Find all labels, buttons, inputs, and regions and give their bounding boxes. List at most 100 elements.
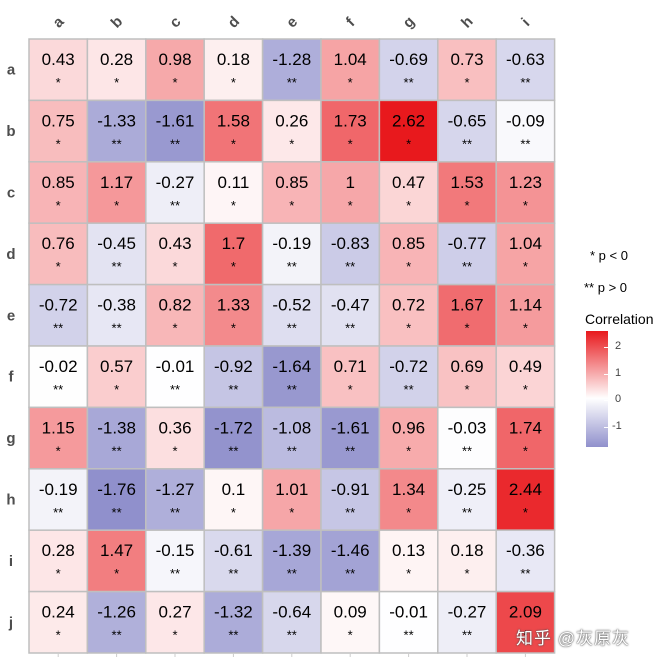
cell-significance-label: * xyxy=(56,566,61,581)
cell-significance-label: ** xyxy=(170,198,180,213)
cell-value-label: -0.09 xyxy=(506,111,545,130)
cell-significance-label: ** xyxy=(462,505,472,520)
cell-significance-label: * xyxy=(231,75,236,90)
cell-value-label: 0.85 xyxy=(42,173,75,192)
cell-significance-label: * xyxy=(406,198,411,213)
cell-value-label: -0.25 xyxy=(448,480,487,499)
cell-value-label: -0.02 xyxy=(39,357,78,376)
heatmap-cell xyxy=(28,38,89,102)
heatmap-cell xyxy=(437,161,497,224)
cell-value-label: -0.19 xyxy=(272,234,311,253)
heatmap-cell xyxy=(203,99,264,163)
cell-value-label: -1.64 xyxy=(272,357,311,376)
cell-value-label: -1.61 xyxy=(156,111,195,130)
cell-value-label: 0.36 xyxy=(158,418,191,437)
cell-value-label: 1.14 xyxy=(509,296,542,315)
cell-significance-label: * xyxy=(289,136,294,151)
cell-value-label: 0.28 xyxy=(100,50,133,69)
heatmap-cell xyxy=(145,283,205,347)
cell-value-label: -0.91 xyxy=(331,480,370,499)
cell-significance-label: * xyxy=(56,75,61,90)
heatmap-cell xyxy=(261,468,322,531)
cell-value-label: 0.18 xyxy=(217,50,250,69)
cell-value-label: 1.73 xyxy=(334,111,367,130)
heatmap-cell xyxy=(495,590,556,654)
heatmap-cell xyxy=(86,161,147,224)
watermark: 知乎 @灰原灰 xyxy=(516,629,630,648)
heatmap-cell xyxy=(28,222,89,286)
heatmap-cell xyxy=(203,283,264,347)
cell-significance-label: ** xyxy=(228,382,238,397)
cell-significance-label: * xyxy=(464,75,469,90)
cell-significance-label: * xyxy=(523,443,528,458)
heatmap-cell xyxy=(320,406,381,470)
colorbar-tick-label: 1 xyxy=(615,366,622,379)
heatmap-cell xyxy=(378,161,439,224)
legend-note-single-star: * p < 0 xyxy=(590,248,628,263)
cell-significance-label: * xyxy=(114,75,119,90)
heatmap-cell xyxy=(28,468,89,531)
cell-significance-label: ** xyxy=(520,566,530,581)
cell-significance-label: * xyxy=(114,566,119,581)
cell-significance-label: ** xyxy=(345,321,355,336)
cell-value-label: -0.64 xyxy=(272,603,311,622)
cell-significance-label: * xyxy=(231,136,236,151)
row-tick-label: f xyxy=(9,369,15,386)
cell-value-label: -0.72 xyxy=(39,296,78,315)
heatmap-cell xyxy=(145,529,205,593)
heatmap-cell xyxy=(437,283,497,347)
cell-value-label: 0.09 xyxy=(334,603,367,622)
cell-significance-label: * xyxy=(406,566,411,581)
cell-value-label: 1.74 xyxy=(509,418,542,437)
cell-significance-label: ** xyxy=(228,566,238,581)
cell-significance-label: ** xyxy=(462,136,472,151)
cell-value-label: -1.61 xyxy=(331,418,370,437)
cell-significance-label: ** xyxy=(53,505,63,520)
cell-value-label: -0.38 xyxy=(97,296,136,315)
column-tick-label: h xyxy=(458,13,477,32)
cell-value-label: 0.75 xyxy=(42,111,75,130)
heatmap-cell xyxy=(28,590,89,654)
heatmap-cell xyxy=(203,38,264,102)
cell-value-label: 0.71 xyxy=(334,357,367,376)
cell-value-label: 0.69 xyxy=(450,357,483,376)
colorbar xyxy=(586,331,608,447)
heatmap-cell xyxy=(320,283,381,347)
cell-significance-label: * xyxy=(289,505,294,520)
cell-value-label: 0.28 xyxy=(42,541,75,560)
cell-significance-label: * xyxy=(464,198,469,213)
column-tick-label: i xyxy=(518,15,533,30)
cell-value-label: -0.65 xyxy=(448,111,487,130)
cell-significance-label: * xyxy=(406,321,411,336)
column-tick-label: c xyxy=(166,13,184,31)
cell-significance-label: * xyxy=(523,505,528,520)
cell-value-label: -0.03 xyxy=(448,418,487,437)
colorbar-tick-mark xyxy=(604,426,608,428)
heatmap-cell xyxy=(203,468,264,531)
heatmap-cell xyxy=(86,222,147,286)
heatmap-cell xyxy=(261,406,322,470)
cell-value-label: 1.7 xyxy=(222,234,246,253)
cell-value-label: -1.72 xyxy=(214,418,253,437)
cell-value-label: 1.47 xyxy=(100,541,133,560)
cell-significance-label: * xyxy=(56,136,61,151)
heatmap-cell xyxy=(378,283,439,347)
heatmap-cell xyxy=(495,406,556,470)
row-tick-label: e xyxy=(7,307,15,324)
heatmap-cell xyxy=(203,590,264,654)
heatmap-cell xyxy=(495,99,556,163)
cell-significance-label: * xyxy=(56,259,61,274)
cell-significance-label: ** xyxy=(345,443,355,458)
cell-value-label: 0.57 xyxy=(100,357,133,376)
cell-significance-label: ** xyxy=(404,382,414,397)
heatmap-cell xyxy=(320,468,381,531)
heatmap-cell xyxy=(437,468,497,531)
heatmap-cell xyxy=(320,161,381,224)
cell-value-label: -0.72 xyxy=(389,357,428,376)
cell-value-label: -0.92 xyxy=(214,357,253,376)
heatmap-cell xyxy=(320,38,381,102)
heatmap-cell xyxy=(437,38,497,102)
row-tick-label: d xyxy=(6,246,15,263)
heatmap-cell xyxy=(86,529,147,593)
cell-significance-label: * xyxy=(406,443,411,458)
